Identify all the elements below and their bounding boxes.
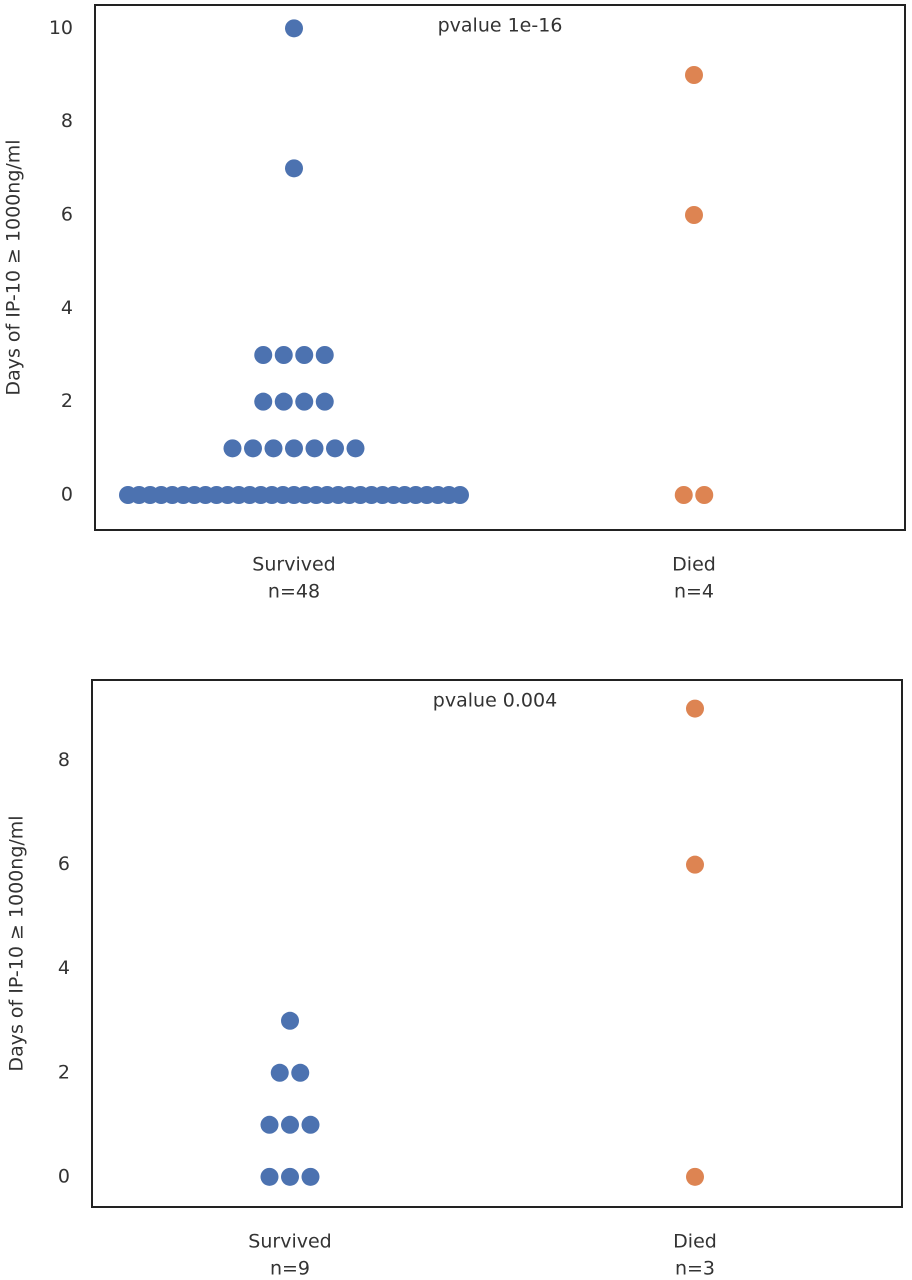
y-tick-label: 0 (61, 484, 73, 506)
dot (223, 439, 242, 458)
y-tick-label: 6 (61, 204, 73, 226)
y-tick-label: 0 (58, 1165, 70, 1187)
y-tick-label: 2 (58, 1061, 70, 1083)
dot (274, 392, 293, 411)
dot (285, 159, 303, 178)
dot (695, 486, 714, 504)
dot (285, 19, 303, 38)
annotation: pvalue 1e-16 (438, 15, 563, 37)
dot (305, 439, 324, 458)
y-tick-label: 4 (58, 957, 70, 979)
dot (686, 855, 704, 874)
dot (295, 392, 314, 411)
n-label: n=4 (674, 581, 714, 603)
y-axis-label: Days of IP-10 ≥ 1000ng/ml (3, 139, 25, 395)
dot (274, 346, 293, 364)
n-label: n=48 (268, 581, 320, 603)
dot (315, 392, 334, 411)
y-tick-label: 8 (61, 110, 73, 132)
dot (264, 439, 283, 458)
y-axis-label: Days of IP-10 ≥ 1000ng/ml (6, 815, 28, 1071)
dot (254, 346, 273, 364)
x-tick-label: Survived (252, 554, 335, 576)
dot (285, 439, 303, 458)
dot (295, 346, 314, 364)
axes-frame (94, 4, 906, 531)
dot (326, 439, 344, 458)
dot (301, 1115, 320, 1134)
dot (291, 1063, 310, 1082)
annotation: pvalue 0.004 (433, 690, 557, 712)
dot (281, 1167, 299, 1186)
dot (254, 392, 273, 411)
dot (260, 1167, 279, 1186)
x-tick-label: Died (672, 554, 716, 576)
x-tick-label: Survived (248, 1231, 331, 1253)
y-tick-label: 8 (58, 749, 70, 771)
dot (346, 439, 365, 458)
dot (451, 486, 469, 504)
dot (685, 206, 703, 224)
y-tick-label: 10 (49, 17, 73, 39)
dot (686, 1167, 704, 1186)
n-label: n=9 (270, 1258, 310, 1280)
dot (315, 346, 334, 364)
axes-frame (91, 679, 903, 1208)
y-tick-label: 6 (58, 853, 70, 875)
y-tick-label: 4 (61, 297, 73, 319)
y-tick-label: 2 (61, 390, 73, 412)
dot (686, 699, 704, 718)
dot (260, 1115, 279, 1134)
dot (281, 1011, 299, 1030)
dot (244, 439, 262, 458)
dot (685, 66, 703, 84)
x-tick-label: Died (673, 1231, 717, 1253)
dot (270, 1063, 289, 1082)
dot (674, 486, 693, 504)
dot (301, 1167, 320, 1186)
n-label: n=3 (675, 1258, 715, 1280)
dot (281, 1115, 299, 1134)
